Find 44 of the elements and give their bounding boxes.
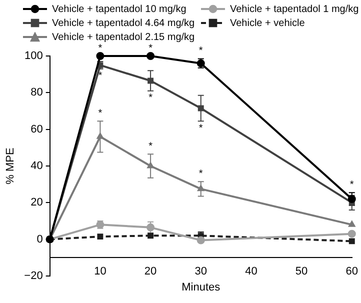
point (197, 184, 204, 192)
y-tick-label: 20 (30, 196, 43, 209)
point (348, 220, 356, 227)
y-tick-label: 100 (24, 50, 43, 62)
x-tick-label: 20 (144, 265, 157, 278)
x-tick-label: 50 (295, 265, 308, 278)
point (148, 78, 154, 84)
x-axis-title: Minutes (182, 282, 221, 294)
point (148, 232, 154, 239)
y-tick-label: −20 (24, 270, 43, 282)
point (198, 105, 204, 112)
legend-label: Vehicle + tapentadol 1 mg/kg (230, 4, 359, 14)
y-axis-title: % MPE (4, 148, 17, 184)
point (348, 238, 355, 244)
annotation: * (148, 42, 153, 54)
y-tick-label: 80 (30, 86, 43, 99)
point (348, 230, 356, 238)
annotation: * (148, 92, 153, 104)
annotation: * (198, 46, 203, 56)
annotation: * (98, 42, 102, 54)
x-tick-label: 30 (194, 265, 207, 278)
point (348, 195, 356, 203)
legend-label: Vehicle + tapentadol 10 mg/kg (52, 4, 186, 14)
x-tick-label: 10 (94, 265, 106, 278)
y-tick-label: 0 (36, 233, 43, 246)
legend-label: Vehicle + vehicle (230, 18, 305, 28)
x-tick-label: 40 (245, 265, 258, 278)
annotation: * (198, 168, 203, 180)
x-tick-label: 60 (346, 265, 358, 278)
y-tick-label: 40 (30, 160, 43, 172)
annotation: * (148, 140, 153, 152)
point (96, 52, 104, 60)
annotation: * (198, 122, 203, 134)
annotation: * (98, 108, 102, 119)
point (97, 234, 104, 240)
y-tick-label: 60 (30, 123, 43, 136)
point (96, 132, 104, 139)
point (147, 162, 154, 168)
point (146, 52, 155, 60)
annotation: * (350, 179, 354, 190)
point (196, 236, 205, 244)
legend-label: Vehicle + tapentadol 4.64 mg/kg (52, 18, 195, 28)
legend-label: Vehicle + tapentadol 2.15 mg/kg (52, 32, 195, 42)
annotation: * (98, 70, 102, 82)
